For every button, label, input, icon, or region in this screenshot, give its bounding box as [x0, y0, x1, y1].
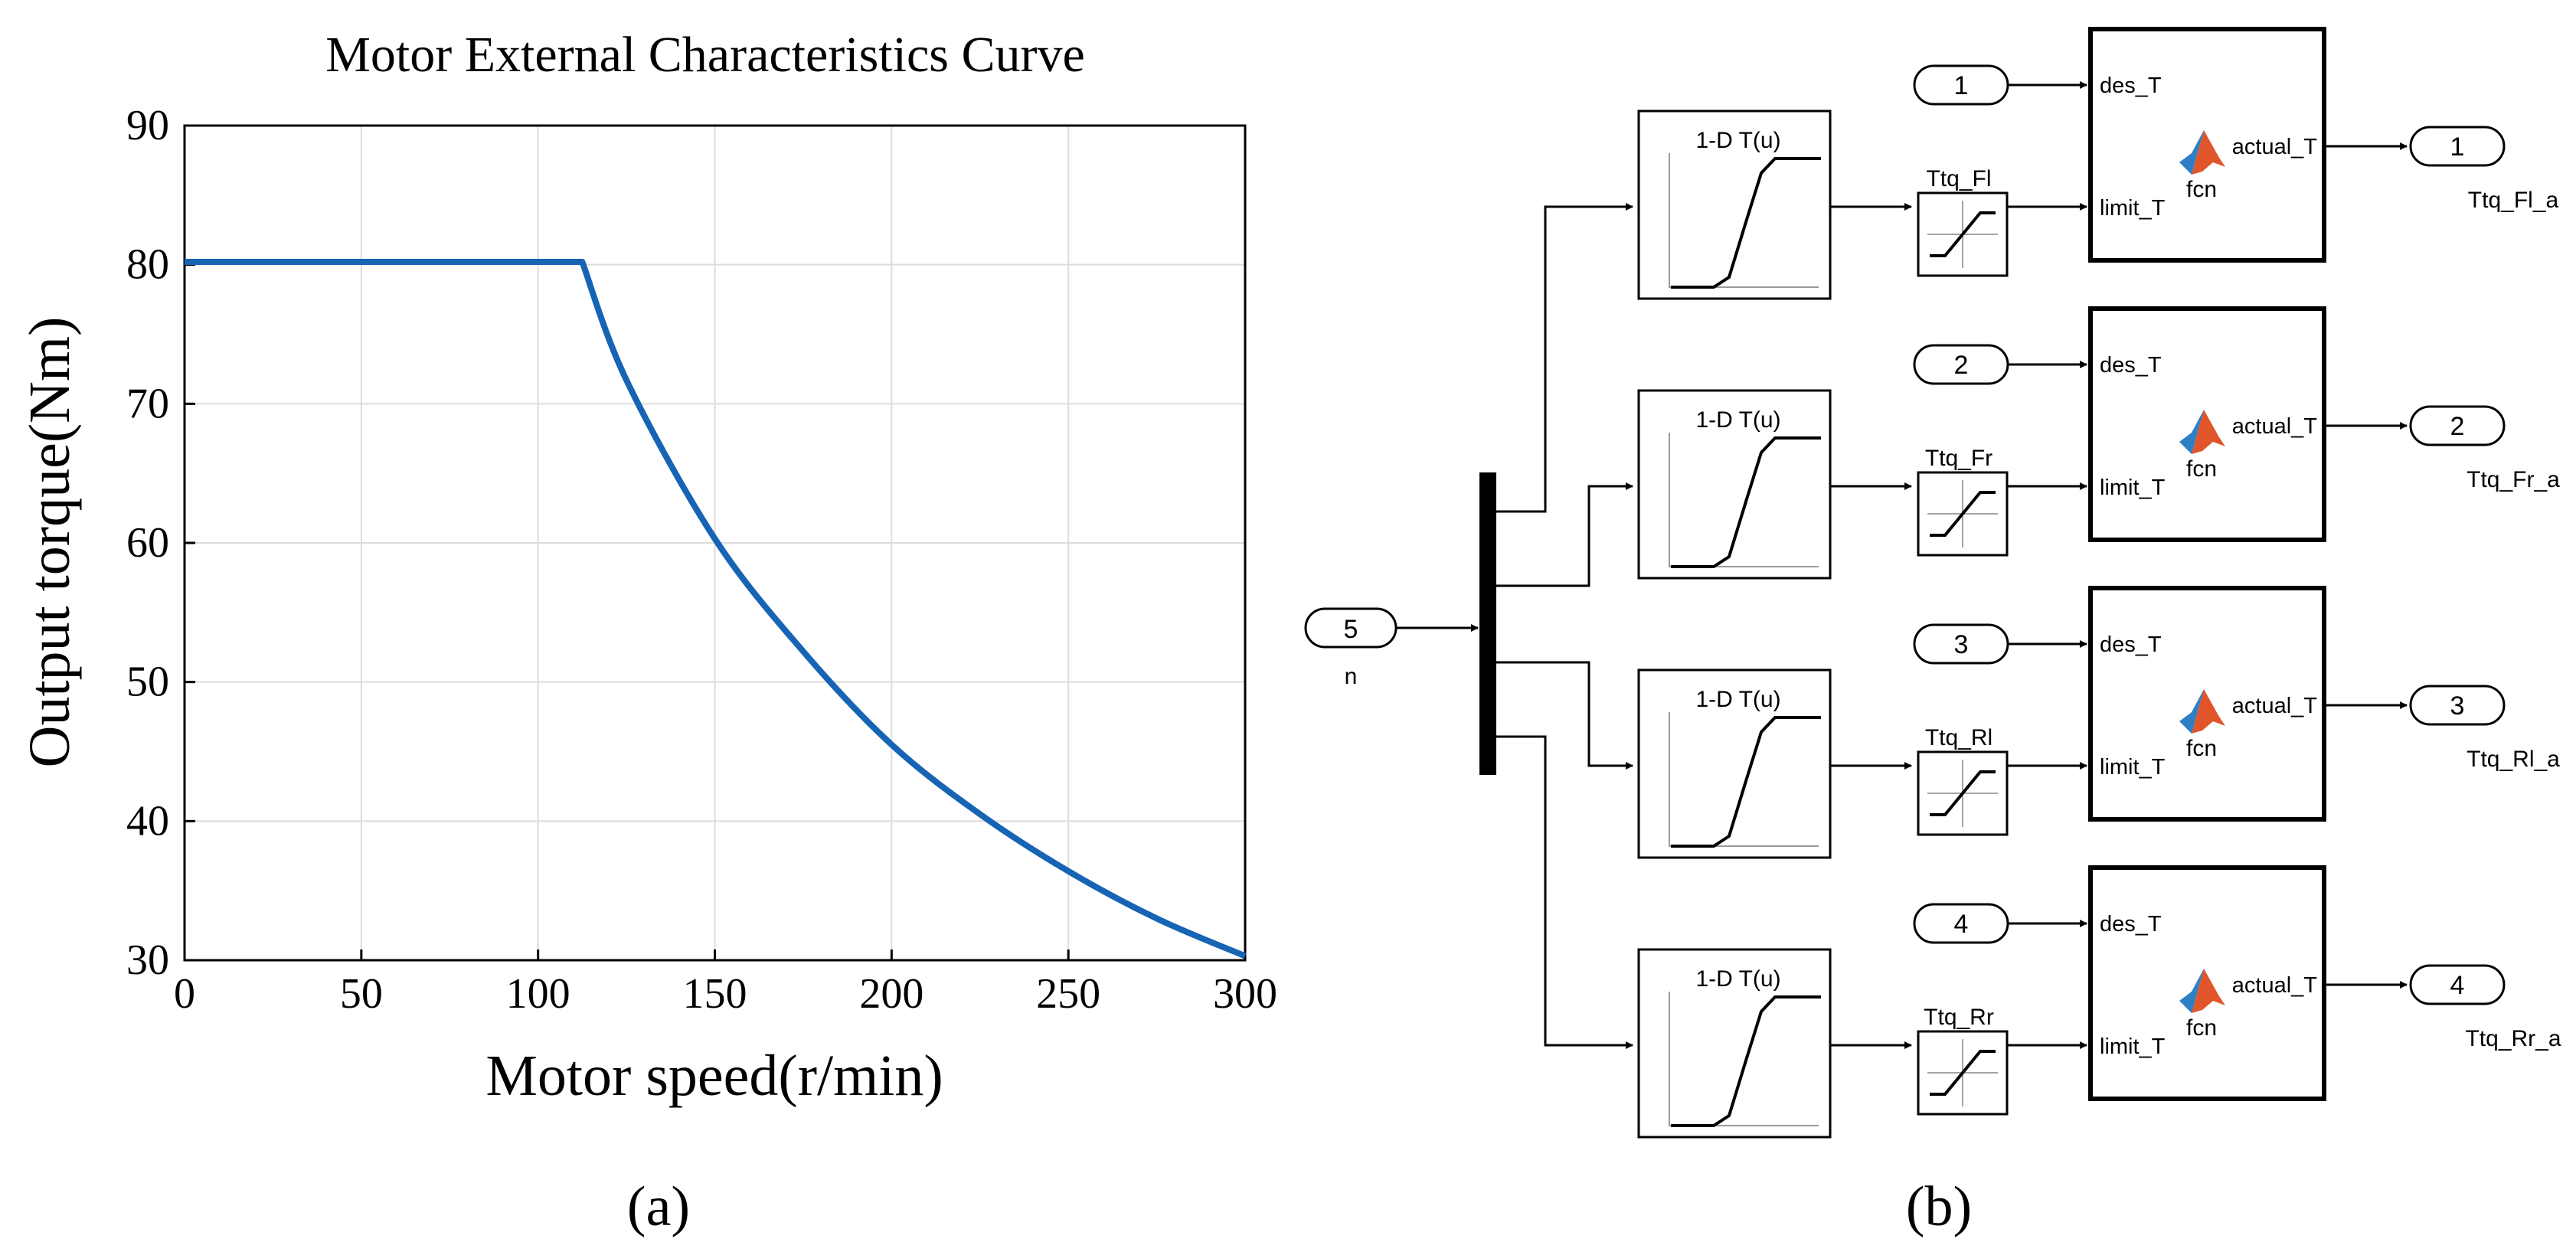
- outport-number: 3: [2450, 691, 2465, 721]
- saturation-label: Ttq_Rr: [1924, 1005, 1994, 1030]
- fcn-input-des-t: des_T: [2100, 74, 2162, 98]
- x-ticks: 0 50 100 150 200 250 300: [174, 949, 1277, 1018]
- lookup-axes-icon: [1669, 153, 1819, 288]
- y-tick-label: 60: [126, 519, 169, 567]
- fcn-name: fcn: [2186, 456, 2217, 482]
- fcn-name: fcn: [2186, 1015, 2217, 1041]
- y-tick-label: 90: [126, 102, 169, 149]
- saturation-label: Ttq_Fl: [1926, 166, 1991, 191]
- lookup-table-block[interactable]: [1637, 389, 1832, 580]
- outport-label: Ttq_Fr_a: [2466, 467, 2560, 492]
- saturation-curve-icon: [1930, 770, 1996, 816]
- fcn-output-actual-t: actual_T: [2232, 973, 2318, 998]
- outport-pill[interactable]: [2409, 405, 2506, 446]
- fcn-input-limit-t: limit_T: [2100, 196, 2166, 221]
- lookup-table-label: 1-D T(u): [1695, 128, 1780, 153]
- saturation-curve-icon: [1930, 211, 1996, 257]
- fcn-input-limit-t: limit_T: [2100, 476, 2166, 500]
- x-tick-label: 0: [174, 970, 195, 1018]
- y-tick-label: 70: [126, 380, 169, 427]
- lookup-curve-icon: [1671, 716, 1821, 848]
- outport-pill[interactable]: [2409, 964, 2506, 1005]
- y-ticks: 30 40 50 60 70 80 90: [126, 102, 195, 984]
- outport-label: Ttq_Fl_a: [2468, 188, 2559, 213]
- signal-chain-row: 1-D T(u)Ttq_Rr4 des_Tlimit_Tactual_Tfcn4T…: [1496, 735, 2561, 1139]
- x-tick-label: 150: [683, 970, 747, 1018]
- lookup-table-block[interactable]: [1637, 109, 1832, 300]
- x-tick-label: 100: [506, 970, 570, 1018]
- outport-number: 2: [2450, 412, 2465, 441]
- matlab-logo-icon: [2179, 689, 2225, 734]
- x-tick-label: 300: [1213, 970, 1277, 1018]
- matlab-logo-icon: [2179, 969, 2225, 1013]
- inport-number: 2: [1954, 351, 1969, 380]
- input-port-number: 5: [1344, 615, 1358, 644]
- outport-pill[interactable]: [2409, 685, 2506, 726]
- inport-number: 1: [1954, 71, 1969, 100]
- mux-bar[interactable]: [1479, 472, 1496, 775]
- lookup-curve-icon: [1671, 995, 1821, 1127]
- y-tick-label: 30: [126, 936, 169, 984]
- mux-output-wire: [1496, 482, 1633, 587]
- inport-number: 3: [1954, 630, 1969, 659]
- fcn-input-limit-t: limit_T: [2100, 1034, 2166, 1059]
- fcn-input-des-t: des_T: [2100, 912, 2162, 936]
- y-axis-label: Output torque(Nm): [18, 317, 82, 768]
- mux-output-wire: [1496, 661, 1633, 770]
- saturation-label: Ttq_Fr: [1925, 446, 1992, 471]
- matlab-logo-icon: [2179, 130, 2225, 175]
- signal-chain-row: 1-D T(u)Ttq_Fl1 des_Tlimit_Tactual_Tfcn1T…: [1496, 27, 2559, 513]
- lookup-axes-icon: [1669, 433, 1819, 567]
- lookup-axes-icon: [1669, 992, 1819, 1126]
- chart-title: Motor External Characteristics Curve: [325, 27, 1085, 83]
- fcn-output-actual-t: actual_T: [2232, 135, 2318, 159]
- fcn-name: fcn: [2186, 177, 2217, 202]
- x-tick-label: 250: [1036, 970, 1100, 1018]
- input-port-label: n: [1345, 664, 1358, 689]
- lookup-curve-icon: [1671, 157, 1821, 289]
- caption-a: (a): [627, 1175, 690, 1238]
- lookup-curve-icon: [1671, 436, 1821, 568]
- lookup-axes-icon: [1669, 712, 1819, 847]
- outport-label: Ttq_Rl_a: [2466, 747, 2560, 772]
- fcn-output-actual-t: actual_T: [2232, 694, 2318, 718]
- matlab-logo-icon: [2179, 410, 2225, 454]
- y-tick-label: 50: [126, 659, 169, 706]
- saturation-curve-icon: [1930, 1050, 1996, 1096]
- y-tick-label: 40: [126, 797, 169, 845]
- mux-output-wire: [1496, 203, 1633, 513]
- outport-label: Ttq_Rr_a: [2465, 1026, 2561, 1051]
- torque-chart: Motor External Characteristics Curve 0 50…: [18, 27, 1277, 1108]
- fcn-input-limit-t: limit_T: [2100, 755, 2166, 780]
- lookup-table-label: 1-D T(u): [1695, 966, 1780, 992]
- fcn-input-des-t: des_T: [2100, 632, 2162, 657]
- x-tick-label: 50: [340, 970, 383, 1018]
- x-tick-label: 200: [859, 970, 924, 1018]
- outport-pill[interactable]: [2409, 126, 2506, 167]
- inport-number: 4: [1954, 910, 1969, 939]
- x-axis-label: Motor speed(r/min): [485, 1044, 943, 1108]
- saturation-label: Ttq_Rl: [1925, 725, 1992, 750]
- outport-number: 4: [2450, 971, 2465, 1000]
- torque-curve-line: [185, 259, 1247, 959]
- outport-number: 1: [2450, 132, 2465, 162]
- fcn-name: fcn: [2186, 736, 2217, 761]
- lookup-table-block[interactable]: [1637, 948, 1832, 1139]
- saturation-curve-icon: [1930, 491, 1996, 537]
- lookup-table-label: 1-D T(u): [1695, 687, 1780, 712]
- lookup-table-label: 1-D T(u): [1695, 407, 1780, 433]
- simulink-diagram: 5 n 1-D T(u)Ttq_Fl1 des_Tlimit_Tactual_Tf…: [1304, 27, 2561, 1139]
- caption-b: (b): [1906, 1175, 1972, 1238]
- mux-output-wire: [1496, 735, 1633, 1049]
- lookup-table-block[interactable]: [1637, 668, 1832, 859]
- fcn-input-des-t: des_T: [2100, 353, 2162, 378]
- fcn-output-actual-t: actual_T: [2232, 414, 2318, 439]
- y-tick-label: 80: [126, 241, 169, 289]
